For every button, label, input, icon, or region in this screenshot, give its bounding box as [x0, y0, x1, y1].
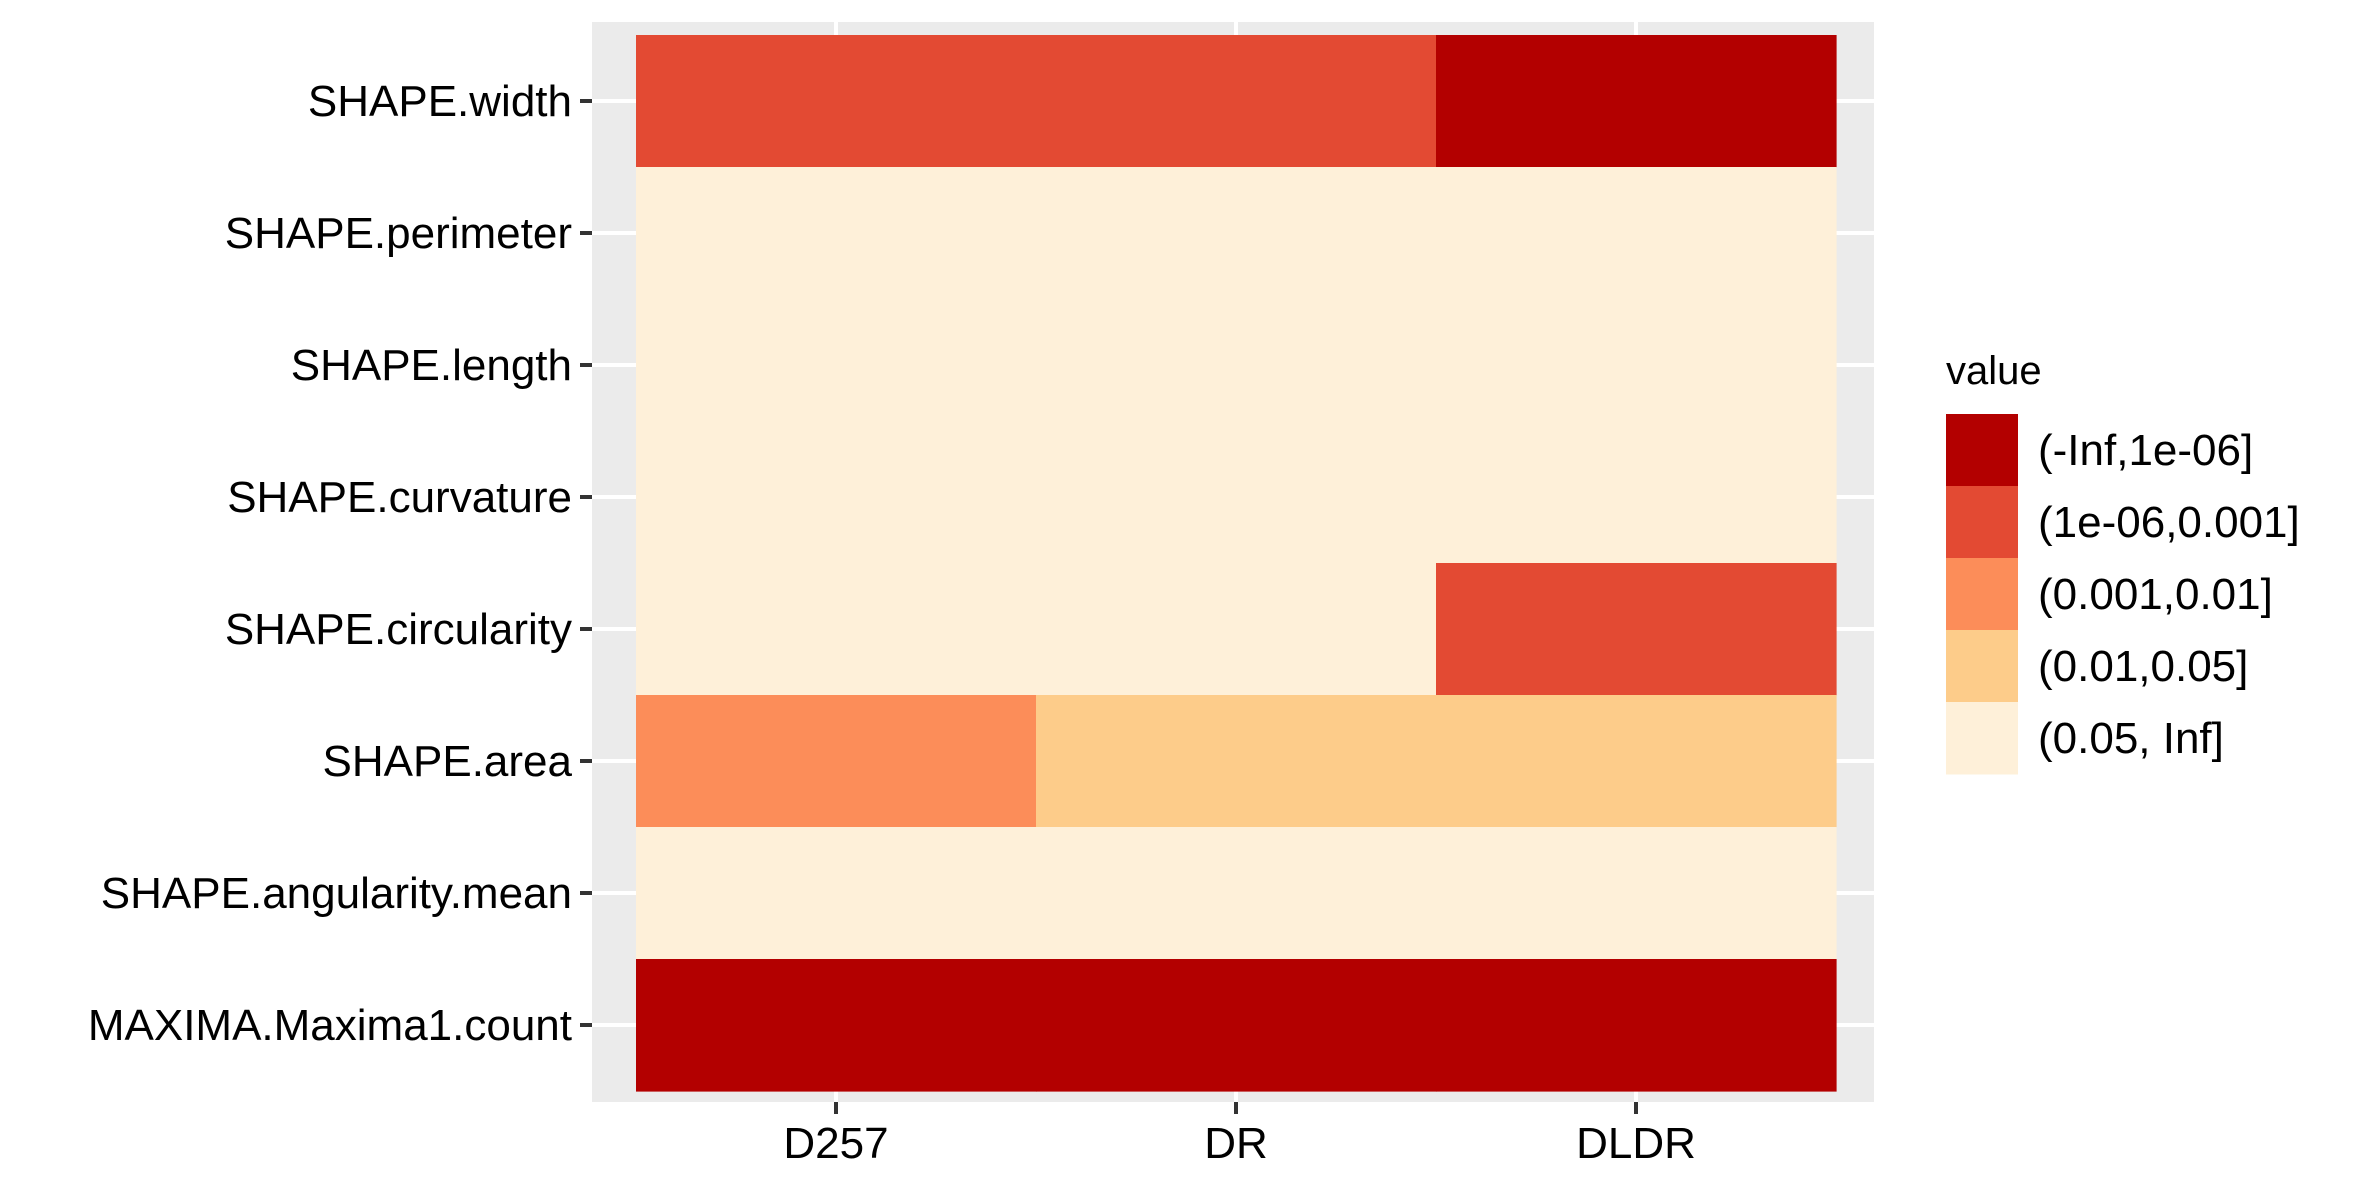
x-axis: D257 DR DLDR — [783, 1102, 1696, 1168]
legend-swatch-0-05-inf — [1946, 702, 2018, 775]
legend-swatch-0-01-0-05 — [1946, 630, 2018, 703]
heatmap-cell-shape-area-d257 — [636, 695, 1037, 828]
heatmap-cells — [636, 35, 1837, 1092]
heatmap-cell-shape-perimeter-dr — [1036, 167, 1437, 300]
heatmap-cell-shape-angularity-mean-dldr — [1436, 827, 1837, 960]
legend-title: value — [1946, 349, 2042, 393]
legend-swatch-0-001-0-01 — [1946, 558, 2018, 631]
y-axis: SHAPE.width SHAPE.perimeter SHAPE.length SH… — [88, 77, 592, 1050]
heatmap-cell-maxima-maxima1-count-d257 — [636, 959, 1037, 1092]
heatmap-cell-shape-width-d257 — [636, 35, 1037, 168]
heatmap-cell-shape-perimeter-dldr — [1436, 167, 1837, 300]
heatmap-cell-shape-circularity-dr — [1036, 563, 1437, 696]
y-tick-label-shape-circularity: SHAPE.circularity — [225, 605, 572, 654]
heatmap-cell-shape-width-dr — [1036, 35, 1437, 168]
y-tick-label-shape-curvature: SHAPE.curvature — [227, 473, 572, 522]
heatmap-cell-shape-curvature-d257 — [636, 431, 1037, 564]
y-tick-label-shape-width: SHAPE.width — [308, 77, 572, 126]
heatmap-cell-shape-length-dr — [1036, 299, 1437, 432]
y-tick-label-maxima-maxima1-count: MAXIMA.Maxima1.count — [88, 1001, 572, 1050]
heatmap-cell-shape-curvature-dr — [1036, 431, 1437, 564]
y-tick-label-shape-area: SHAPE.area — [323, 737, 573, 786]
legend-label-inf-1e-06: (-Inf,1e-06] — [2038, 426, 2253, 475]
heatmap-cell-shape-perimeter-d257 — [636, 167, 1037, 300]
x-tick-label-dldr: DLDR — [1576, 1119, 1696, 1168]
heatmap-cell-maxima-maxima1-count-dldr — [1436, 959, 1837, 1092]
heatmap-cell-shape-length-dldr — [1436, 299, 1837, 432]
heatmap-cell-shape-length-d257 — [636, 299, 1037, 432]
legend-label-0-01-0-05: (0.01,0.05] — [2038, 642, 2248, 691]
legend-label-1e-06-0-001: (1e-06,0.001] — [2038, 498, 2300, 547]
legend-label-0-05-inf: (0.05, Inf] — [2038, 714, 2224, 763]
heatmap-cell-shape-width-dldr — [1436, 35, 1837, 168]
y-tick-label-shape-length: SHAPE.length — [291, 341, 572, 390]
heatmap-cell-shape-area-dldr — [1436, 695, 1837, 828]
y-tick-label-shape-angularity-mean: SHAPE.angularity.mean — [101, 869, 572, 918]
heatmap-cell-shape-angularity-mean-d257 — [636, 827, 1037, 960]
x-tick-label-dr: DR — [1204, 1119, 1268, 1168]
legend-swatch-inf-1e-06 — [1946, 414, 2018, 487]
legend: value (-Inf,1e-06] (1e-06,0.001] (0.001,0.… — [1946, 349, 2300, 775]
heatmap-cell-shape-circularity-dldr — [1436, 563, 1837, 696]
legend-label-0-001-0-01: (0.001,0.01] — [2038, 570, 2273, 619]
legend-swatch-1e-06-0-001 — [1946, 486, 2018, 559]
heatmap-cell-shape-area-dr — [1036, 695, 1437, 828]
heatmap-cell-maxima-maxima1-count-dr — [1036, 959, 1437, 1092]
heatmap-cell-shape-circularity-d257 — [636, 563, 1037, 696]
heatmap-cell-shape-angularity-mean-dr — [1036, 827, 1437, 960]
y-tick-label-shape-perimeter: SHAPE.perimeter — [225, 209, 572, 258]
x-tick-label-d257: D257 — [783, 1119, 888, 1168]
heatmap-cell-shape-curvature-dldr — [1436, 431, 1837, 564]
